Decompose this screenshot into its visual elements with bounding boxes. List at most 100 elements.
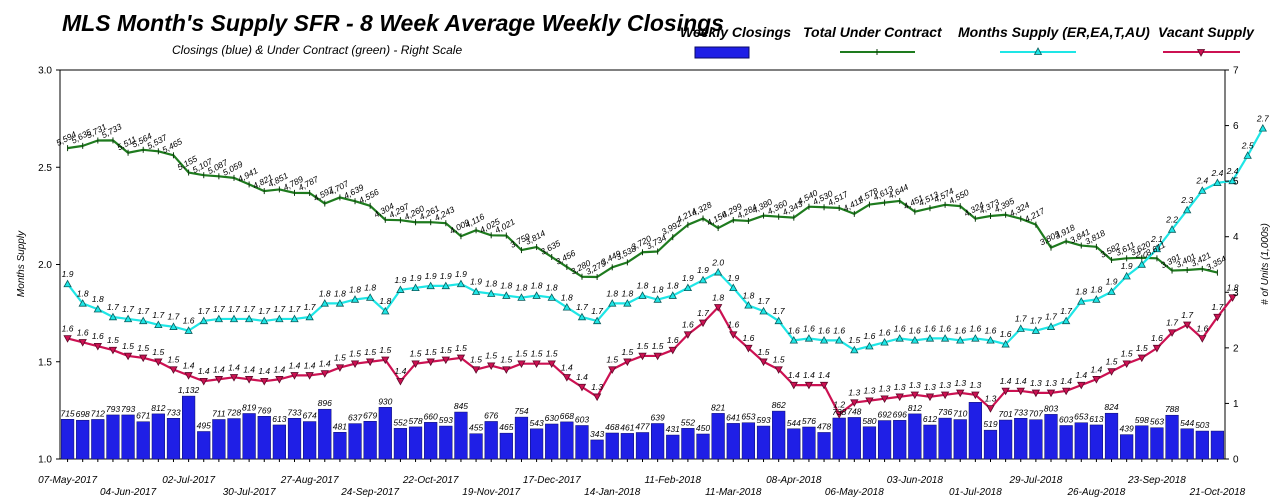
- vacant-supply-data-label: 1.6: [1196, 323, 1208, 333]
- months-supply-marker: [108, 312, 118, 321]
- vacant-supply-marker: [199, 378, 208, 386]
- months-supply-data-label: 1.7: [773, 306, 785, 316]
- months-supply-marker: [199, 316, 208, 325]
- closings-bar: [136, 421, 150, 460]
- vacant-supply-marker: [592, 393, 602, 402]
- vacant-supply-marker: [956, 389, 965, 398]
- closings-bar: [711, 413, 725, 460]
- vacant-supply-marker: [517, 360, 526, 369]
- closings-data-label: 754: [514, 406, 528, 416]
- closings-data-label: 733: [287, 407, 301, 417]
- closings-data-label: 343: [590, 429, 604, 439]
- y2-tick-label: 7: [1233, 66, 1239, 77]
- months-supply-data-label: 2.0: [1135, 250, 1148, 260]
- months-supply-data-label: 1.8: [1090, 285, 1102, 295]
- y-tick-label: 2.5: [38, 163, 52, 174]
- months-supply-data-label: 1.5: [848, 335, 860, 345]
- months-supply-marker: [1122, 271, 1131, 280]
- closings-bar: [1014, 418, 1028, 460]
- vacant-supply-data-label: 1.2: [833, 399, 845, 409]
- closings-data-label: 793: [121, 404, 135, 414]
- closings-data-label: 431: [666, 424, 680, 434]
- vacant-supply-data-label: 1.5: [606, 355, 618, 365]
- closings-data-label: 593: [439, 415, 453, 425]
- closings-data-label: 603: [575, 414, 589, 424]
- months-supply-marker: [698, 275, 708, 284]
- closings-bar: [772, 410, 786, 460]
- months-supply-marker: [713, 267, 723, 276]
- closings-bar: [1210, 430, 1225, 460]
- vacant-supply-data-label: 1.5: [652, 341, 664, 351]
- months-supply-marker: [925, 334, 935, 342]
- months-supply-data-label: 1.9: [395, 275, 407, 285]
- closings-data-label: 637: [348, 413, 362, 423]
- months-supply-marker: [123, 314, 133, 323]
- vacant-supply-marker: [290, 372, 299, 380]
- months-supply-marker: [1228, 176, 1237, 185]
- months-supply-data-label: 1.9: [410, 273, 422, 283]
- vacant-supply-marker: [698, 319, 708, 328]
- months-supply-marker: [1213, 178, 1222, 187]
- x-tick-label: 11-Mar-2018: [705, 487, 762, 498]
- chart-subtitle: Closings (blue) & Under Contract (green)…: [172, 43, 463, 57]
- vacant-supply-marker: [971, 391, 980, 400]
- months-supply-marker: [169, 322, 178, 330]
- months-supply-marker: [880, 337, 889, 346]
- closings-bar: [424, 422, 438, 460]
- closings-bar: [741, 422, 756, 460]
- months-supply-data-label: 1.6: [818, 325, 830, 335]
- x-tick-label: 29-Jul-2018: [1008, 475, 1062, 486]
- vacant-supply-data-label: 1.5: [773, 355, 785, 365]
- closings-data-label: 544: [787, 418, 801, 428]
- months-supply-marker: [456, 279, 466, 288]
- closings-data-label: 481: [333, 421, 347, 431]
- vacant-supply-marker: [320, 370, 329, 378]
- closings-bar: [484, 421, 498, 460]
- x-tick-label: 27-Aug-2017: [280, 475, 339, 486]
- y-tick-label: 3.0: [38, 66, 52, 77]
- months-supply-marker: [986, 336, 995, 344]
- vacant-supply-data-label: 1.4: [304, 360, 316, 370]
- months-supply-data-label: 1.8: [637, 281, 649, 291]
- y2-tick-label: 0: [1233, 455, 1239, 466]
- vacant-supply-data-label: 1.5: [621, 347, 633, 357]
- months-supply-data-label: 1.7: [152, 310, 164, 320]
- months-supply-data-label: 1.6: [954, 325, 966, 335]
- vacant-supply-data-label: 1.5: [500, 355, 512, 365]
- vacant-supply-data-label: 1.5: [758, 347, 770, 357]
- vacant-supply-data-label: 1.3: [894, 382, 906, 392]
- months-supply-data-label: 1.7: [213, 304, 225, 314]
- closings-data-label: 1,132: [178, 385, 200, 395]
- x-tick-label: 02-Jul-2017: [162, 475, 215, 486]
- vacant-supply-marker: [154, 358, 163, 367]
- months-supply-marker: [426, 281, 435, 290]
- closings-data-label: 679: [363, 410, 377, 420]
- vacant-supply-marker: [1167, 329, 1177, 337]
- closings-bar: [726, 423, 740, 460]
- closings-data-label: 701: [999, 409, 1013, 419]
- vacant-supply-marker: [925, 393, 935, 402]
- months-supply-data-label: 1.8: [516, 283, 528, 293]
- vacant-supply-marker: [123, 352, 133, 361]
- vacant-supply-data-label: 1.4: [576, 372, 588, 382]
- closings-bar: [333, 432, 347, 460]
- vacant-supply-marker: [441, 356, 450, 365]
- closings-bar: [287, 418, 302, 460]
- vacant-supply-marker: [1061, 387, 1071, 396]
- months-supply-data-label: 1.9: [455, 269, 467, 279]
- months-supply-marker: [335, 299, 345, 307]
- vacant-supply-marker: [895, 393, 904, 402]
- months-supply-marker: [320, 299, 329, 307]
- closings-data-label: 478: [817, 421, 831, 431]
- vacant-supply-data-label: 1.5: [168, 355, 180, 365]
- y-tick-label: 1.5: [38, 357, 52, 368]
- vacant-supply-data-label: 1.6: [667, 335, 679, 345]
- closings-data-label: 450: [696, 423, 710, 433]
- vacant-supply-marker: [275, 376, 284, 384]
- vacant-supply-marker: [683, 331, 693, 339]
- closings-bar: [938, 417, 952, 460]
- months-supply-data-label: 1.8: [652, 285, 664, 295]
- months-supply-marker: [487, 289, 496, 297]
- months-supply-marker: [547, 293, 556, 301]
- closings-data-label: 698: [76, 409, 90, 419]
